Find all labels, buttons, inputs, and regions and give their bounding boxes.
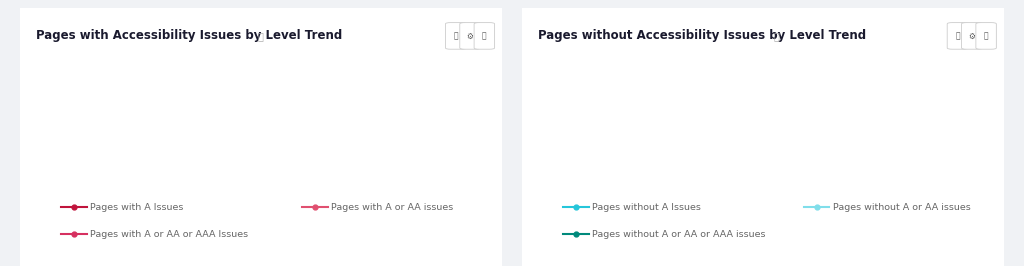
Text: Pages with Accessibility Issues by Level Trend: Pages with Accessibility Issues by Level… <box>36 30 342 42</box>
Text: Pages without A Issues: Pages without A Issues <box>592 203 700 212</box>
Text: ⚙: ⚙ <box>467 31 473 40</box>
FancyBboxPatch shape <box>18 7 504 266</box>
Text: ⓘ: ⓘ <box>258 31 263 41</box>
Text: ⚙: ⚙ <box>969 31 975 40</box>
Text: Pages with A or AA issues: Pages with A or AA issues <box>331 203 453 212</box>
Text: Pages without Accessibility Issues by Level Trend: Pages without Accessibility Issues by Le… <box>538 30 865 42</box>
Text: Pages with A or AA or AAA Issues: Pages with A or AA or AAA Issues <box>90 230 248 239</box>
Text: Pages without A or AA issues: Pages without A or AA issues <box>833 203 971 212</box>
Text: ⤓: ⤓ <box>482 31 486 40</box>
Text: ⓘ: ⓘ <box>773 31 779 41</box>
Text: Pages without A or AA or AAA issues: Pages without A or AA or AAA issues <box>592 230 765 239</box>
Text: ⤓: ⤓ <box>984 31 988 40</box>
Text: ⛶: ⛶ <box>454 31 458 40</box>
Text: Pages with A Issues: Pages with A Issues <box>90 203 183 212</box>
Text: ⛶: ⛶ <box>955 31 959 40</box>
FancyBboxPatch shape <box>520 7 1006 266</box>
